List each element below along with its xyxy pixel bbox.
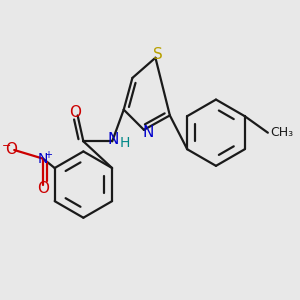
Text: N: N — [142, 124, 154, 140]
Text: O: O — [5, 142, 17, 158]
Text: +: + — [44, 150, 52, 160]
Text: O: O — [69, 105, 81, 120]
Text: S: S — [153, 47, 163, 62]
Text: H: H — [120, 136, 130, 150]
Text: −: − — [2, 141, 12, 151]
Text: CH₃: CH₃ — [270, 126, 293, 139]
Text: O: O — [37, 181, 49, 196]
Text: N: N — [108, 132, 119, 147]
Text: N: N — [38, 152, 48, 166]
